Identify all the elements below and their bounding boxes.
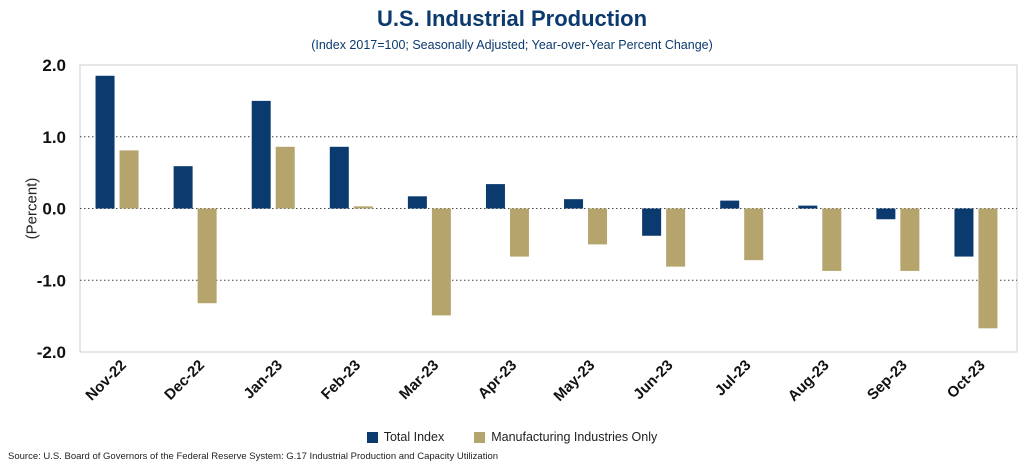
bar-total-index — [95, 75, 115, 209]
y-tick-label: 1.0 — [42, 128, 66, 147]
bar-total-index — [876, 208, 896, 220]
legend-swatch-manufacturing — [474, 431, 486, 443]
x-tick-label: Sep-23 — [864, 357, 911, 404]
x-tick-label: Aug-23 — [785, 357, 833, 405]
legend-swatch-total — [366, 431, 378, 443]
legend-item-total: Total Index — [366, 430, 445, 444]
bar-total-index — [642, 208, 662, 236]
bar-manufacturing — [822, 208, 842, 271]
x-tick-label: May-23 — [550, 357, 598, 405]
x-tick-label: Jun-23 — [630, 357, 676, 403]
legend-item-manufacturing: Manufacturing Industries Only — [474, 430, 657, 444]
y-tick-label: 2.0 — [42, 56, 66, 75]
bar-total-index — [954, 208, 974, 257]
x-tick-label: Jan-23 — [240, 357, 286, 403]
bar-manufacturing — [666, 208, 686, 267]
x-tick-label: Oct-23 — [944, 357, 989, 402]
bar-manufacturing — [588, 208, 608, 245]
x-tick-label: Dec-22 — [161, 357, 208, 404]
source-note: Source: U.S. Board of Governors of the F… — [8, 451, 499, 462]
legend-label-manufacturing: Manufacturing Industries Only — [491, 430, 658, 444]
bar-manufacturing — [275, 146, 295, 209]
bar-manufacturing — [197, 208, 217, 304]
x-tick-label: Feb-23 — [318, 357, 364, 403]
bar-manufacturing — [744, 208, 764, 261]
bar-total-index — [329, 146, 349, 209]
bar-manufacturing — [900, 208, 920, 271]
bar-manufacturing — [119, 150, 139, 209]
y-tick-label: 0.0 — [42, 200, 66, 219]
legend-label-total: Total Index — [383, 430, 445, 444]
y-tick-label: -1.0 — [37, 271, 66, 290]
x-tick-label: Nov-22 — [82, 357, 129, 404]
bar-manufacturing — [978, 208, 998, 329]
chart-title: U.S. Industrial Production — [376, 6, 648, 31]
bar-total-index — [251, 100, 271, 209]
y-tick-label: -2.0 — [37, 343, 66, 362]
x-tick-label: Jul-23 — [712, 357, 755, 400]
legend: Total Index Manufacturing Industries Onl… — [0, 430, 1024, 444]
bar-total-index — [485, 184, 505, 209]
bar-total-index — [564, 199, 584, 209]
bar-manufacturing — [509, 208, 529, 257]
bar-manufacturing — [431, 208, 451, 316]
bar-total-index — [798, 205, 818, 209]
chart-subtitle: (Index 2017=100; Seasonally Adjusted; Ye… — [311, 38, 713, 52]
bar-manufacturing — [353, 206, 373, 209]
x-tick-label: Apr-23 — [475, 357, 521, 403]
bar-total-index — [173, 166, 193, 209]
bar-total-index — [407, 196, 427, 209]
x-tick-label: Mar-23 — [396, 357, 442, 403]
bar-total-index — [720, 200, 740, 209]
